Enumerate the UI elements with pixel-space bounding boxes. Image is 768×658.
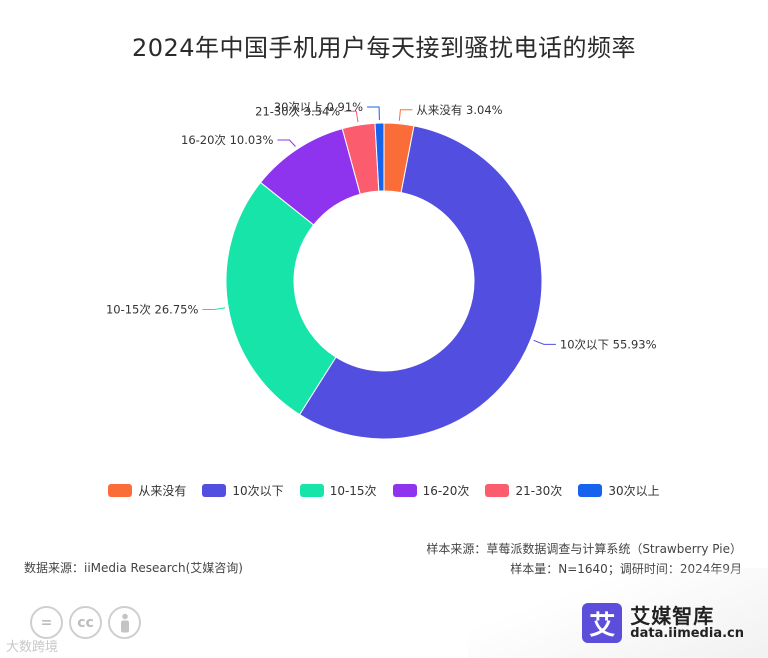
legend-swatch-1 (202, 484, 227, 497)
slice-label-1: 10次以下 55.93% (560, 337, 657, 351)
legend-label-4: 21-30次 (515, 484, 563, 498)
legend-swatch-0 (108, 484, 133, 497)
legend-item-2: 10-15次 (299, 482, 377, 499)
leader-line-5 (367, 106, 380, 121)
sample-source: 样本来源：草莓派数据调查与计算系统（Strawberry Pie） (426, 542, 742, 556)
person-icon (108, 606, 141, 639)
legend-label-1: 10次以下 (232, 484, 284, 498)
legend-swatch-4 (485, 484, 510, 497)
legend-label-3: 16-20次 (422, 484, 470, 498)
leader-line-0 (398, 109, 413, 121)
slice-label-4: 21-30次 3.34% (255, 104, 340, 118)
legend-item-1: 10次以下 (202, 482, 284, 499)
legend-label-5: 30次以上 (608, 484, 660, 498)
slice-label-5: 30次以上 0.91% (274, 100, 363, 114)
legend-swatch-2 (299, 484, 324, 497)
leader-line-3 (277, 139, 296, 147)
legend-item-4: 21-30次 (485, 482, 562, 499)
slice-label-2: 10-15次 26.75% (106, 303, 198, 317)
legend-swatch-3 (392, 484, 417, 497)
license-icons: = cc (30, 606, 141, 639)
leader-line-2 (202, 307, 226, 311)
brand-name: 艾媒智库 (630, 603, 715, 628)
brand-block: 艾 艾媒智库 data.iimedia.cn (582, 603, 744, 643)
donut-slice-1 (298, 125, 543, 440)
legend-item-0: 从来没有 (108, 482, 186, 499)
legend-label-2: 10-15次 (329, 484, 377, 498)
donut-chart: 从来没有 3.04% 10次以下 55.93% 10-15次 26.75% 16-20… (106, 100, 657, 440)
slice-label-0: 从来没有 3.04% (416, 103, 502, 117)
legend-item-3: 16-20次 (392, 482, 470, 499)
cc-license-icon: cc (69, 606, 102, 639)
donut-slice-5 (374, 122, 385, 192)
leader-line-1 (533, 339, 556, 345)
leader-line-4 (344, 110, 359, 123)
watermark-text: 大数跨境 (6, 640, 59, 655)
legend-label-0: 从来没有 (138, 484, 187, 498)
equals-license-icon: = (30, 606, 63, 639)
chart-legend: 从来没有 10次以下 10-15次 16-20次 21-30次 30次以上 (0, 482, 768, 499)
donut-slice-2 (225, 181, 337, 416)
slice-label-3: 16-20次 10.03% (181, 133, 273, 147)
brand-url: data.iimedia.cn (630, 625, 744, 641)
data-source: 数据来源：iiMedia Research(艾媒咨询) (24, 561, 243, 575)
chart-title: 2024年中国手机用户每天接到骚扰电话的频率 (131, 34, 637, 62)
legend-swatch-5 (578, 484, 603, 497)
legend-item-5: 30次以上 (578, 482, 660, 499)
brand-logo-icon: 艾 (582, 603, 623, 643)
